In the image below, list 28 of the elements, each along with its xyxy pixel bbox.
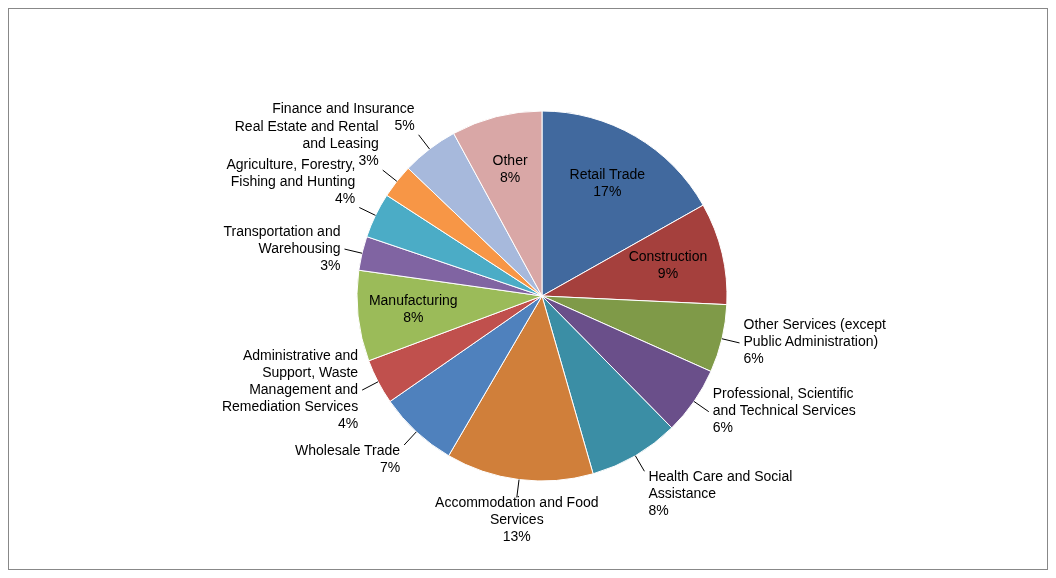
slice-label: Professional, Scientific and Technical Services [712, 385, 856, 419]
data-label: 3% [358, 152, 379, 169]
data-label: 4% [335, 189, 356, 206]
data-label: 8% [403, 309, 424, 326]
data-label: 13% [502, 528, 531, 545]
slice-label: Administrative and Support, Waste Management and Remediation Services [221, 346, 359, 414]
slice-label: Real Estate and Rental and Leasing [234, 118, 379, 152]
slice-label: Other [492, 152, 528, 169]
slice-label: Retail Trade [569, 166, 646, 183]
slice-label: Accommodation and Food Services [435, 494, 599, 528]
slice-label: Transportation and Warehousing [223, 222, 341, 256]
data-label: 6% [712, 419, 734, 436]
data-label: 17% [593, 183, 622, 200]
data-label: 5% [394, 116, 415, 133]
data-label: 3% [320, 256, 341, 273]
slice-label: Wholesale Trade [295, 442, 401, 459]
slice-label: Health Care and Social Assistance [648, 468, 793, 502]
data-label: 6% [743, 350, 764, 367]
slice-label: Other Services (except Public Administration) [743, 316, 886, 350]
slice-label: Construction [628, 248, 708, 265]
data-label: 9% [657, 265, 679, 282]
data-label: 8% [648, 502, 669, 519]
slice-label: Finance and Insurance [272, 99, 415, 116]
data-label: 8% [499, 169, 521, 186]
data-label: 7% [379, 459, 401, 476]
slice-label: Manufacturing [368, 292, 458, 309]
data-label: 4% [337, 414, 359, 431]
slice-label: Agriculture, Forestry, Fishing and Hunting [226, 155, 356, 189]
